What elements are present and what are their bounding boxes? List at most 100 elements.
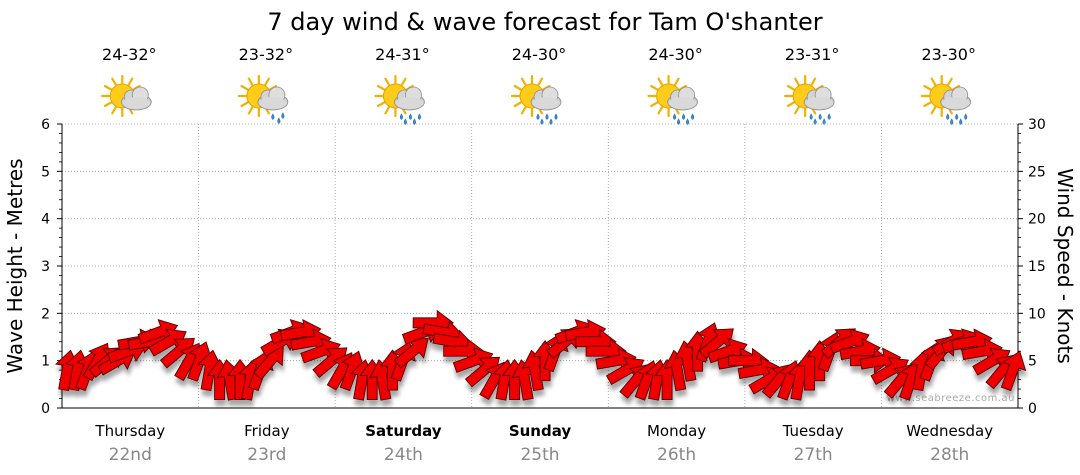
y-tick-label-right: 0	[1028, 401, 1037, 417]
rain-drop	[964, 113, 968, 120]
y-tick-label-left: 4	[41, 212, 50, 228]
y-tick-label-right: 5	[1028, 354, 1037, 370]
sun-ray	[794, 106, 800, 115]
sun-cloud-icon	[101, 74, 152, 118]
sun-ray	[657, 77, 664, 86]
wind-arrow	[339, 350, 366, 392]
rain-drop	[540, 118, 544, 125]
cloud-part	[668, 97, 697, 109]
cloud	[940, 86, 972, 111]
sun-ray	[923, 101, 932, 108]
rain-drop	[673, 113, 677, 120]
sun-ray	[537, 77, 544, 86]
day-label: Wednesday	[906, 422, 993, 440]
rain-drop	[946, 113, 950, 120]
sun-ray	[520, 77, 527, 86]
sun-ray	[103, 84, 113, 91]
rain-drop	[822, 118, 826, 125]
cloud-part	[122, 97, 151, 109]
y-axis-left-label: Wave Height - Metres	[3, 158, 27, 373]
rain-drop	[408, 113, 412, 120]
sun-ray	[786, 84, 795, 91]
cloud-part	[258, 97, 287, 109]
sun-ray	[673, 77, 680, 86]
date-label: 25th	[520, 445, 559, 465]
chart-title: 7 day wind & wave forecast for Tam O'sha…	[267, 8, 822, 36]
sun-ray	[384, 77, 391, 86]
rain-drop	[809, 113, 813, 120]
rain-drop	[554, 113, 558, 120]
y-tick-label-left: 3	[41, 259, 50, 275]
wind-arrow	[187, 341, 213, 382]
sun-ray	[377, 84, 386, 91]
grid-layer	[62, 123, 1018, 408]
cloud-part	[395, 97, 424, 109]
rain-drop	[412, 118, 416, 125]
temperature-label: 24-32°	[102, 45, 157, 64]
rain-drop	[271, 113, 275, 120]
y-tick-label-right: 15	[1028, 259, 1046, 275]
sun-cloud-rain-icon	[510, 74, 562, 125]
cloud	[257, 86, 289, 111]
sun-ray	[264, 77, 270, 86]
date-label: 26th	[657, 445, 696, 465]
sun-ray	[513, 84, 522, 91]
wind-arrow	[197, 349, 223, 392]
rain-drop	[536, 113, 540, 120]
weather-icons-layer: 24-32° 23-32° 24-31° 24-30° 24-30° 23-31° 23-3…	[101, 45, 976, 125]
cloud	[667, 86, 698, 111]
rain-drop	[955, 113, 959, 120]
cloud	[394, 86, 425, 111]
watermark: www.seabreeze.com.au	[887, 393, 1015, 404]
cloud	[530, 86, 562, 111]
rain-drop	[827, 113, 831, 120]
rain-drop	[399, 113, 403, 120]
day-label: Tuesday	[782, 422, 844, 440]
day-label: Monday	[647, 422, 706, 440]
temperature-label: 24-31°	[375, 45, 430, 64]
sun-ray	[247, 77, 254, 86]
y-tick-label-left: 0	[41, 401, 50, 417]
sun-ray	[520, 106, 527, 115]
sun-ray	[384, 106, 391, 115]
temperature-label: 23-32°	[239, 45, 294, 64]
sun-ray	[657, 106, 664, 115]
rain-drop	[281, 112, 285, 119]
y-tick-label-right: 10	[1028, 306, 1046, 322]
rain-drop	[691, 113, 695, 120]
cloud-part	[941, 97, 970, 109]
rain-drop	[403, 118, 407, 125]
sun-ray	[930, 77, 937, 86]
date-label: 22nd	[109, 445, 152, 465]
y-axis-right-label: Wind Speed - Knots	[1053, 168, 1077, 364]
sun-cloud-rain-icon	[647, 74, 698, 125]
wind-arrows-layer	[55, 309, 1027, 401]
y-tick-label-left: 1	[41, 354, 50, 370]
y-tick-label-left: 5	[41, 164, 50, 180]
rain-drop	[813, 118, 817, 125]
sun-ray	[111, 77, 117, 86]
sun-ray	[247, 106, 254, 115]
sun-ray	[786, 101, 795, 108]
sun-ray	[810, 77, 817, 86]
date-label: 23rd	[247, 445, 286, 465]
rain-drop	[545, 113, 549, 120]
sun-ray	[127, 77, 134, 86]
cloud	[120, 86, 152, 111]
day-label: Thursday	[94, 422, 165, 440]
sun-cloud-rain-icon	[784, 74, 835, 125]
sun-ray	[240, 101, 249, 108]
sun-ray	[103, 101, 113, 108]
temperature-label: 23-31°	[785, 45, 840, 64]
y-tick-label-right: 20	[1028, 212, 1046, 228]
y-tick-label-right: 30	[1028, 117, 1046, 133]
date-label: 28th	[930, 445, 969, 465]
sun-ray	[111, 106, 117, 115]
temperature-label: 23-30°	[921, 45, 976, 64]
y-tick-label-left: 6	[41, 117, 50, 133]
rain-drop	[682, 113, 686, 120]
rain-drop	[417, 113, 421, 120]
y-tick-label-left: 2	[41, 306, 50, 322]
temperature-label: 24-30°	[648, 45, 703, 64]
